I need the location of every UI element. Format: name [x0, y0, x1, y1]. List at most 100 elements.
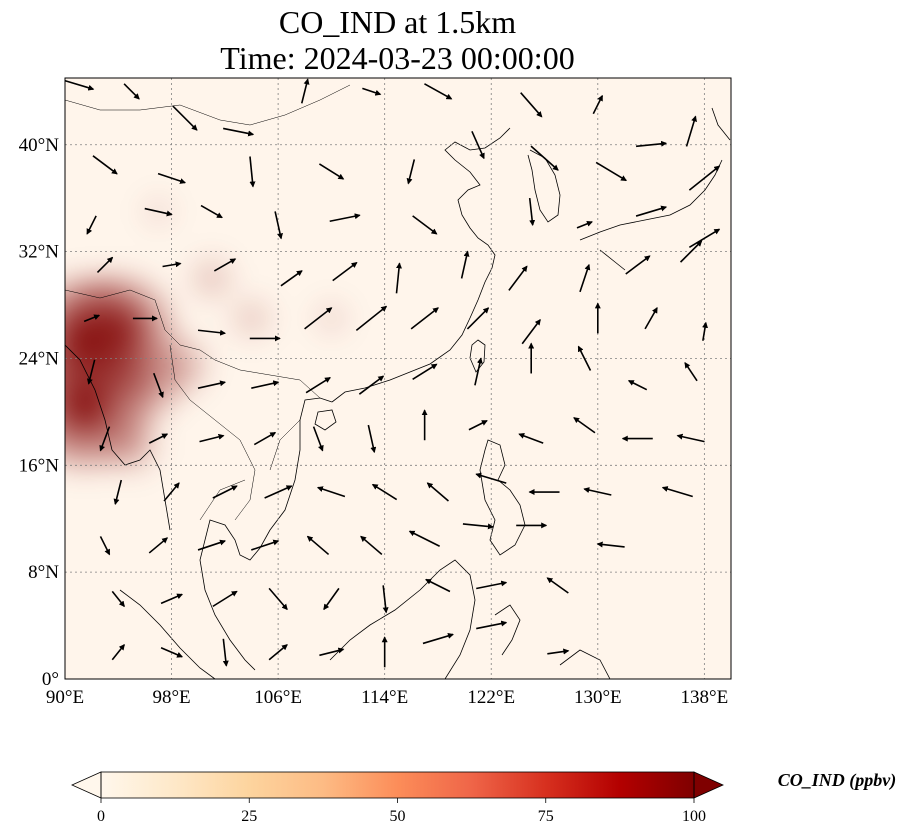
wind-vector-8: [592, 94, 604, 115]
wind-vector-41: [83, 314, 101, 323]
wind-vector-63: [627, 379, 648, 391]
map-panel: [64, 77, 732, 680]
wind-vector-55: [197, 380, 226, 389]
wind-vectors: [65, 78, 721, 668]
wind-vector-14: [406, 159, 416, 185]
wind-vector-39: [625, 255, 651, 275]
wind-vector-72: [468, 420, 488, 431]
wind-vector-105: [476, 580, 508, 590]
wind-vector-9: [685, 115, 697, 147]
coastline-taiwan: [469, 339, 486, 373]
wind-vector-60: [474, 357, 483, 386]
wind-vector-91: [251, 539, 280, 551]
colorbar-label: CO_IND (ppbv): [778, 770, 897, 791]
wind-vector-82: [371, 483, 398, 501]
wind-vector-83: [426, 482, 449, 502]
wind-vector-38: [579, 263, 591, 293]
coastline-sumatra: [119, 589, 216, 679]
wind-vector-43: [197, 329, 227, 336]
lon-tick-label-0: 90°E: [46, 687, 84, 708]
wind-vector-89: [148, 537, 169, 554]
wind-vector-94: [408, 530, 440, 547]
colorbar-extend-max: [693, 771, 724, 799]
lat-tick-label-2: 16°N: [19, 455, 60, 476]
colorbar-tick-label-4: 100: [682, 808, 706, 825]
wind-vector-3: [223, 127, 255, 137]
coastline-sulawesi: [494, 604, 521, 656]
wind-vector-86: [583, 487, 612, 496]
wind-vector-110: [268, 644, 288, 661]
wind-vector-54: [152, 372, 164, 399]
wind-vector-69: [312, 426, 324, 452]
coastline-hainan: [314, 409, 337, 431]
lon-tick-label-4: 122°E: [467, 687, 515, 708]
map-frame: [64, 77, 732, 680]
wind-vector-48: [466, 307, 490, 330]
wind-vector-47: [410, 307, 439, 330]
wind-vector-6: [424, 83, 453, 100]
lon-tick-label-5: 130°E: [574, 687, 622, 708]
wind-vector-2: [172, 105, 198, 131]
coastline-indochina: [199, 397, 333, 671]
latitude-axis: 0° 8°N 16°N 24°N 32°N 40°N: [19, 135, 60, 690]
wind-vector-99: [160, 593, 183, 605]
field-hotspot-9: [95, 408, 169, 482]
wind-vector-13: [318, 163, 345, 180]
wind-vector-24: [329, 213, 361, 223]
wind-vector-98: [111, 590, 125, 608]
wind-vector-21: [144, 207, 173, 217]
wind-vector-113: [422, 632, 454, 645]
wind-vector-46: [355, 305, 388, 332]
wind-vector-15: [471, 130, 485, 160]
map-title-line-1: CO_IND at 1.5km: [278, 4, 517, 40]
wind-vector-84: [475, 472, 507, 484]
wind-vector-107: [111, 644, 125, 661]
wind-vector-35: [395, 262, 402, 294]
wind-vector-66: [148, 433, 169, 444]
wind-vector-111: [319, 647, 345, 657]
coastline-korea: [527, 149, 561, 223]
wind-vector-34: [332, 262, 358, 282]
wind-vector-0: [65, 79, 95, 91]
lat-tick-label-3: 24°N: [19, 348, 60, 369]
wind-vector-45: [304, 307, 333, 330]
wind-vector-29: [688, 228, 721, 248]
wind-vector-27: [576, 220, 593, 229]
wind-vector-68: [253, 431, 277, 446]
lat-tick-label-4: 32°N: [19, 242, 60, 263]
wind-vector-12: [249, 156, 256, 188]
wind-vector-92: [306, 535, 330, 556]
coastlines: [65, 84, 731, 679]
colorbar-gradient: [101, 772, 694, 798]
wind-vector-1: [123, 83, 140, 100]
wind-vector-5: [362, 87, 382, 96]
wind-vector-62: [577, 345, 592, 371]
wind-vector-52: [702, 321, 708, 341]
wind-vector-76: [676, 433, 705, 443]
wind-vector-81: [316, 486, 346, 498]
coastline-philippines: [479, 439, 526, 556]
coastline-china: [331, 127, 511, 403]
gridlines: [65, 78, 731, 679]
wind-vector-67: [199, 433, 225, 443]
wind-vector-106: [546, 577, 569, 594]
wind-vector-26: [528, 197, 536, 227]
field-hotspot-4: [138, 325, 218, 405]
wind-vector-65: [99, 426, 111, 452]
wind-vector-104: [425, 578, 451, 593]
wind-vector-51: [644, 307, 658, 330]
coastline-newguinea: [559, 649, 611, 679]
wind-vector-17: [595, 161, 627, 182]
wind-vector-20: [86, 215, 97, 235]
wind-vector-53: [86, 359, 96, 385]
wind-vector-37: [508, 265, 528, 291]
wind-vector-30: [96, 256, 114, 274]
colorbar-extend-min: [71, 771, 102, 799]
wind-vector-108: [160, 647, 183, 658]
wind-vector-57: [305, 376, 331, 394]
wind-vector-90: [197, 539, 226, 551]
lon-tick-label-2: 106°E: [254, 687, 302, 708]
wind-vector-56: [251, 380, 280, 389]
wind-vector-93: [360, 535, 383, 556]
wind-vector-25: [412, 215, 438, 235]
